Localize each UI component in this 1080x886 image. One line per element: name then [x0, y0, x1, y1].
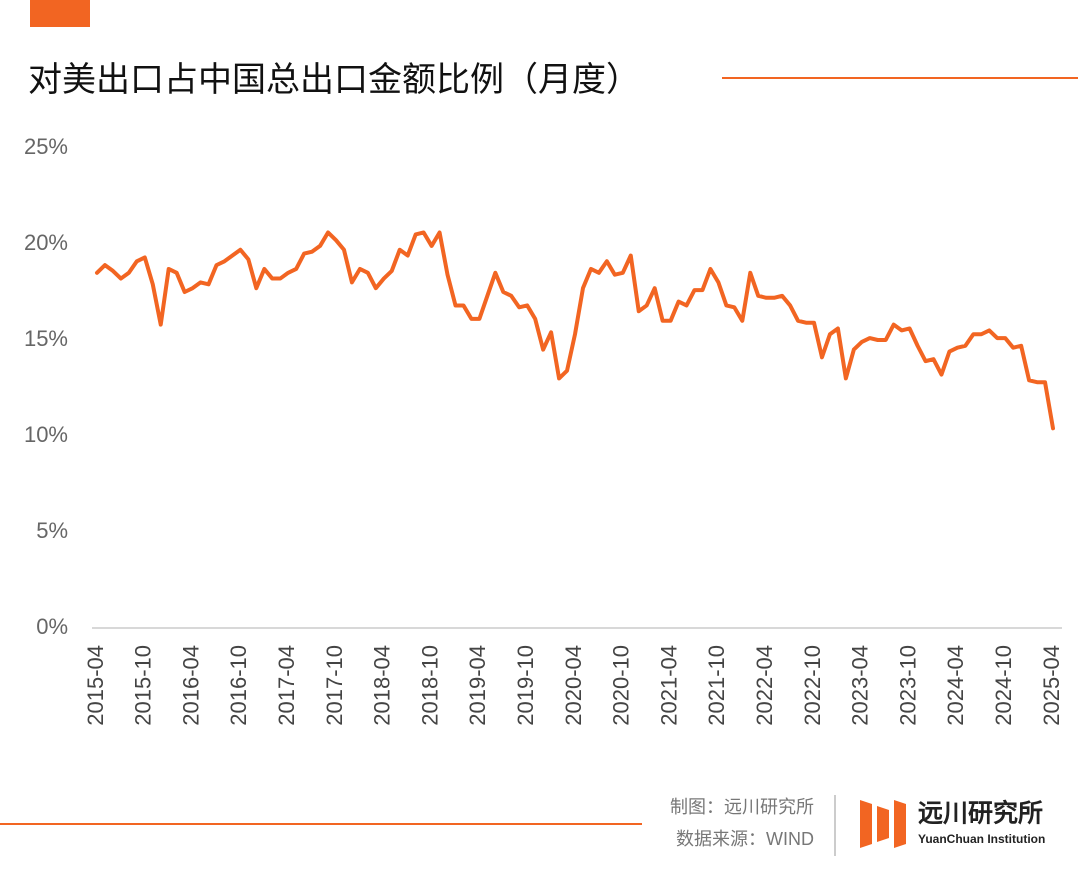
logo-subtitle: YuanChuan Institution	[918, 832, 1045, 846]
x-tick-label: 2016-10	[226, 645, 251, 726]
y-tick-label: 25%	[24, 134, 68, 159]
x-tick-label: 2021-04	[656, 645, 681, 726]
x-tick-label: 2020-04	[561, 645, 586, 726]
footer-credit: 制图：远川研究所	[670, 797, 814, 817]
x-tick-label: 2025-04	[1039, 645, 1064, 726]
footer-source: 数据来源：WIND	[676, 829, 814, 849]
x-tick-label: 2020-10	[609, 645, 634, 726]
y-tick-label: 5%	[36, 518, 68, 543]
x-tick-label: 2023-10	[895, 645, 920, 726]
logo-mark	[860, 800, 906, 848]
y-tick-label: 15%	[24, 326, 68, 351]
x-tick-label: 2015-10	[131, 645, 156, 726]
logo-bar	[860, 800, 872, 848]
x-tick-label: 2024-10	[991, 645, 1016, 726]
x-tick-label: 2017-04	[274, 645, 299, 726]
y-tick-label: 10%	[24, 422, 68, 447]
x-tick-label: 2022-10	[800, 645, 825, 726]
x-tick-label: 2021-10	[704, 645, 729, 726]
x-tick-label: 2024-04	[943, 645, 968, 726]
y-tick-label: 0%	[36, 614, 68, 639]
chart-title: 对美出口占中国总出口金额比例（月度）	[28, 61, 640, 99]
accent-tab	[30, 0, 90, 27]
x-tick-label: 2017-10	[322, 645, 347, 726]
logo-bar	[894, 800, 906, 848]
x-tick-label: 2018-04	[370, 645, 395, 726]
x-tick-label: 2019-10	[513, 645, 538, 726]
x-tick-label: 2023-04	[848, 645, 873, 726]
x-tick-label: 2015-04	[83, 645, 108, 726]
data-line	[95, 230, 1055, 431]
logo-name: 远川研究所	[918, 799, 1043, 828]
y-tick-label: 20%	[24, 230, 68, 255]
x-tick-label: 2018-10	[417, 645, 442, 726]
x-tick-label: 2019-04	[465, 645, 490, 726]
x-tick-label: 2022-04	[752, 645, 777, 726]
logo-bar	[877, 806, 889, 842]
x-tick-label: 2016-04	[178, 645, 203, 726]
